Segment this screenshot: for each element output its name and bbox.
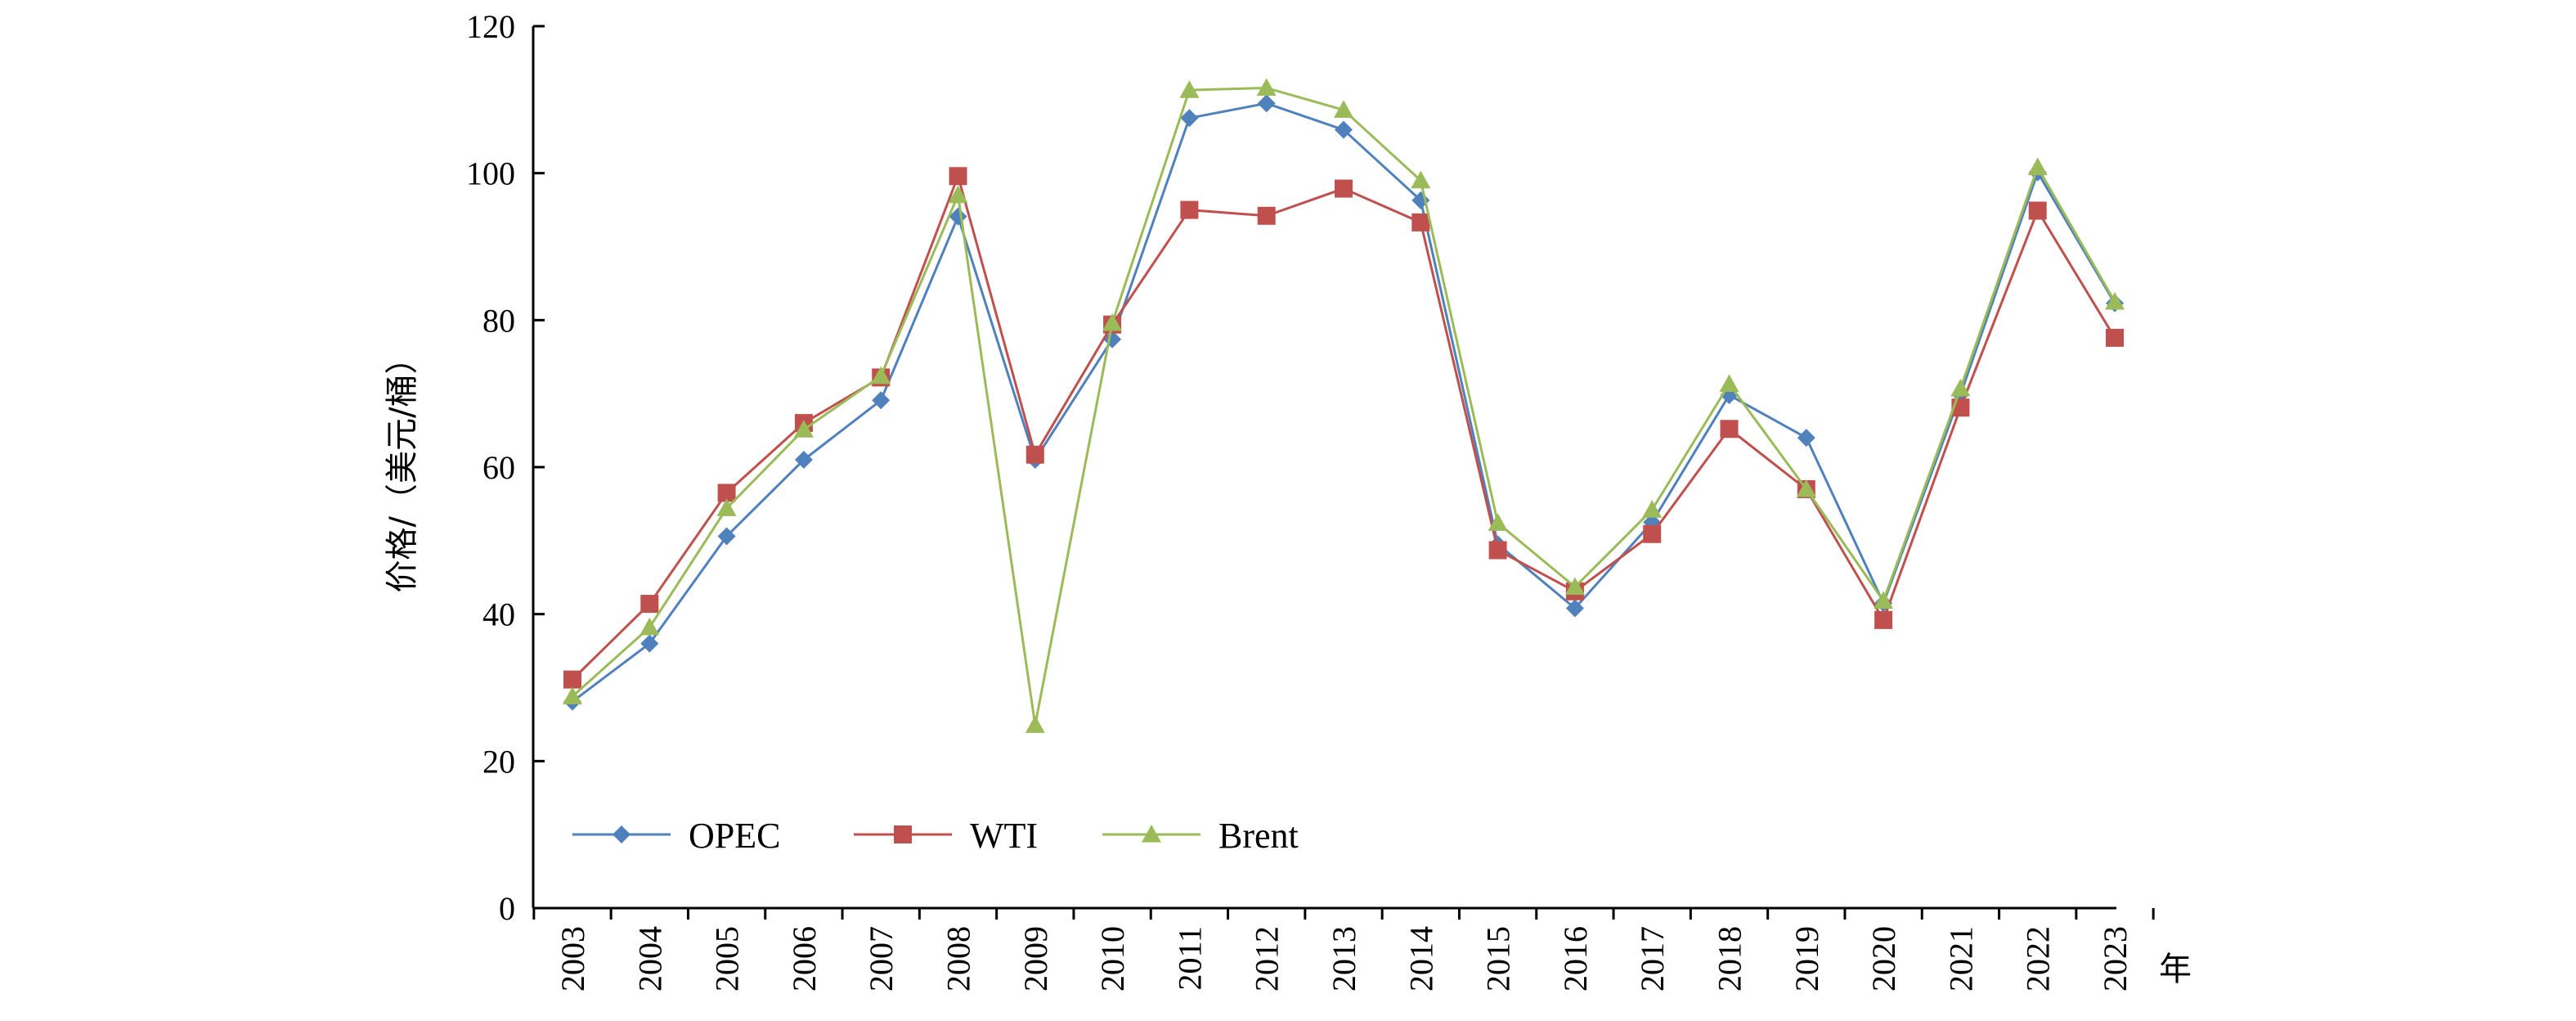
data-point-wti — [1720, 420, 1739, 439]
y-tick-label: 100 — [466, 155, 515, 192]
x-tick-label: 2010 — [1094, 926, 1131, 992]
data-point-wti — [2106, 328, 2124, 347]
data-point-brent — [1950, 378, 1971, 397]
data-point-brent — [1411, 170, 1431, 189]
data-point-opec — [1180, 109, 1199, 128]
y-tick-label: 0 — [499, 890, 515, 927]
data-point-brent — [1179, 80, 1200, 98]
data-point-opec — [872, 391, 891, 410]
y-tick-label: 40 — [482, 596, 515, 633]
data-point-brent — [793, 420, 814, 438]
data-point-brent — [1488, 513, 1508, 531]
x-tick-label: 2016 — [1557, 926, 1594, 992]
y-tick-label: 20 — [482, 743, 515, 780]
data-point-brent — [1564, 577, 1585, 596]
data-point-wti — [563, 670, 581, 689]
data-point-wti — [1335, 179, 1353, 198]
x-tick-label: 2003 — [554, 926, 591, 992]
data-point-wti — [1488, 541, 1507, 560]
series-opec — [563, 94, 2124, 711]
data-point-brent — [1874, 591, 1894, 609]
data-point-brent — [2105, 291, 2125, 310]
data-point-wti — [640, 595, 659, 614]
x-tick-label: 2014 — [1402, 926, 1439, 992]
data-point-brent — [1334, 100, 1353, 119]
legend-label-wti: WTI — [970, 816, 1038, 856]
x-tick-label: 2017 — [1634, 926, 1671, 992]
data-point-opec — [794, 451, 813, 470]
x-tick-label: 2012 — [1249, 926, 1286, 992]
data-point-wti — [1643, 524, 1662, 543]
legend-label-brent: Brent — [1218, 816, 1299, 856]
data-point-opec — [1335, 120, 1353, 139]
series-layer — [563, 78, 2125, 733]
x-tick-label: 2008 — [940, 926, 977, 992]
data-point-wti — [949, 167, 967, 186]
x-tick-label: 2020 — [1865, 926, 1902, 992]
data-point-wti — [1025, 445, 1044, 464]
data-point-brent — [563, 686, 582, 704]
data-point-brent — [1719, 374, 1739, 393]
data-point-brent — [1025, 715, 1045, 733]
data-point-brent — [1256, 78, 1277, 97]
y-tick-label: 80 — [482, 302, 515, 339]
data-point-opec — [1797, 429, 1815, 448]
series-brent — [563, 78, 2125, 733]
axes: 0 20 40 60 80 100 120 2003 2004 2005 2006 2007 2008 2… — [466, 8, 2155, 992]
x-tick-label: 2013 — [1326, 926, 1362, 992]
x-tick-label: 2007 — [863, 926, 900, 992]
y-tick-label: 60 — [482, 449, 515, 486]
legend: OPEC WTI Brent — [572, 816, 1299, 856]
x-axis-title: 年 — [2159, 951, 2192, 988]
data-point-brent — [1642, 500, 1663, 518]
data-point-opec — [1565, 599, 1584, 618]
data-point-opec — [640, 634, 659, 653]
data-point-brent — [948, 185, 968, 204]
data-point-brent — [2027, 157, 2048, 176]
x-tick-label: 2019 — [1788, 926, 1825, 992]
x-tick-label: 2018 — [1712, 926, 1748, 992]
y-axis-title: 价格/（美元/桶） — [384, 342, 421, 593]
data-point-wti — [717, 484, 736, 502]
data-point-wti — [1411, 213, 1430, 232]
data-point-brent — [1102, 313, 1123, 331]
data-point-opec — [717, 527, 736, 546]
legend-marker-opec — [613, 825, 631, 843]
x-tick-label: 2015 — [1480, 926, 1517, 992]
data-point-brent — [1796, 479, 1816, 497]
x-tick-label: 2009 — [1017, 926, 1054, 992]
x-tick-label: 2021 — [1942, 926, 1979, 992]
x-tick-label: 2004 — [631, 926, 668, 992]
data-point-brent — [640, 617, 660, 636]
x-tick-label: 2023 — [2097, 926, 2134, 992]
legend-marker-wti — [894, 825, 912, 843]
data-point-brent — [716, 498, 737, 516]
data-point-opec — [1257, 94, 1276, 113]
data-point-wti — [1257, 206, 1276, 225]
data-point-wti — [1874, 610, 1893, 629]
series-wti — [563, 167, 2124, 689]
legend-label-opec: OPEC — [689, 816, 780, 856]
data-point-brent — [871, 366, 891, 385]
x-tick-label: 2011 — [1171, 926, 1208, 991]
y-tick-label: 120 — [466, 8, 515, 45]
x-tick-label: 2005 — [709, 926, 746, 992]
x-tick-label: 2022 — [2020, 926, 2057, 992]
legend-marker-brent — [1142, 825, 1161, 843]
data-point-wti — [1180, 200, 1199, 219]
x-tick-label: 2006 — [786, 926, 823, 992]
data-point-wti — [2028, 201, 2047, 220]
